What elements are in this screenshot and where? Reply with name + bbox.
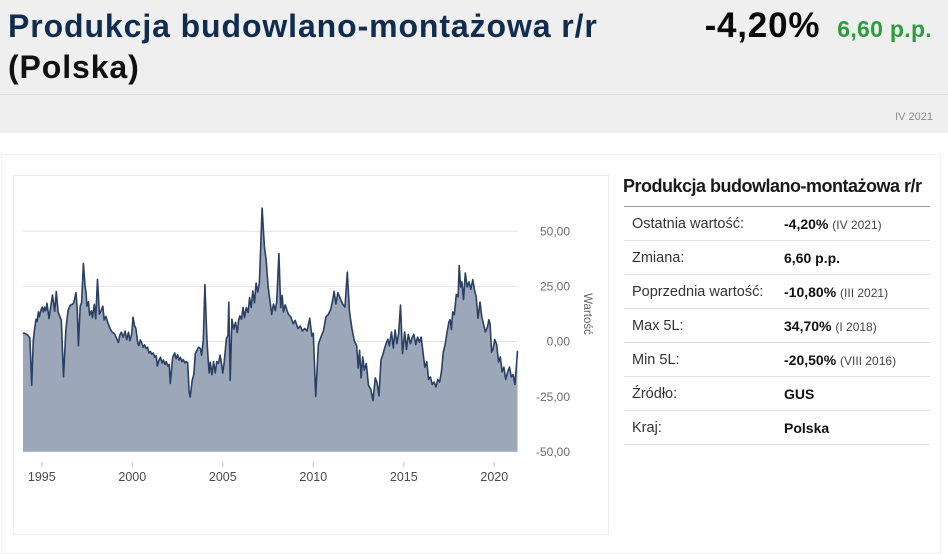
svg-text:2000: 2000 bbox=[118, 470, 146, 484]
svg-text:50,00: 50,00 bbox=[540, 225, 570, 239]
svg-text:-25,00: -25,00 bbox=[536, 390, 570, 404]
svg-text:2015: 2015 bbox=[390, 470, 418, 484]
svg-text:25,00: 25,00 bbox=[540, 280, 570, 294]
svg-text:0,00: 0,00 bbox=[547, 335, 571, 349]
svg-text:2005: 2005 bbox=[209, 470, 237, 484]
svg-text:2020: 2020 bbox=[480, 470, 508, 484]
svg-text:-50,00: -50,00 bbox=[536, 445, 570, 459]
svg-text:Wartość: Wartość bbox=[581, 293, 593, 335]
svg-text:2010: 2010 bbox=[299, 470, 327, 484]
svg-text:1995: 1995 bbox=[28, 470, 56, 484]
